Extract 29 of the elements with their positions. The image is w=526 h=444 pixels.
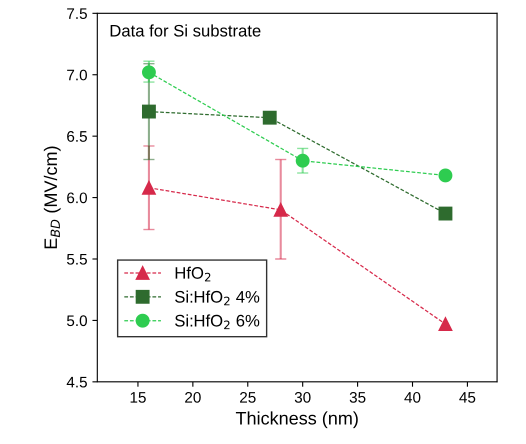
y-tick-label: 5.5	[66, 254, 87, 265]
annotation: Data for Si substrate	[110, 24, 260, 37]
x-tick-label: 15	[130, 392, 146, 403]
x-tick-label: 40	[404, 392, 420, 403]
point	[262, 110, 277, 125]
x-tick-label: 35	[350, 392, 366, 403]
y-tick-label: 4.5	[66, 376, 87, 388]
point	[142, 65, 156, 80]
point	[142, 180, 156, 195]
point	[438, 206, 452, 220]
y-axis-title: E$_{BD}$ (MV/cm)	[44, 146, 61, 248]
point	[438, 317, 452, 332]
y-tick-label: 7.0	[67, 70, 87, 80]
legend-label: Si:HfO$_{2}$ 6%	[175, 314, 260, 330]
x-tick-label: 25	[240, 392, 256, 403]
x-tick-label: 45	[459, 392, 476, 403]
x-axis-title: Thickness (nm)	[236, 411, 358, 428]
point	[274, 202, 288, 217]
x-tick-label: 30	[294, 392, 311, 403]
point	[438, 168, 452, 182]
y-tick-label: 6.0	[67, 192, 87, 204]
point	[142, 104, 156, 119]
point	[296, 154, 310, 168]
y-tick-label: 6.5	[67, 131, 87, 142]
y-tick-label: 7.5	[67, 8, 87, 20]
legend-label: Si:HfO$_{2}$ 4%	[175, 290, 260, 306]
y-tick-label: 5.0	[66, 315, 87, 326]
legend-label: HfO$_{2}$	[176, 266, 210, 282]
x-tick-label: 20	[185, 392, 201, 403]
